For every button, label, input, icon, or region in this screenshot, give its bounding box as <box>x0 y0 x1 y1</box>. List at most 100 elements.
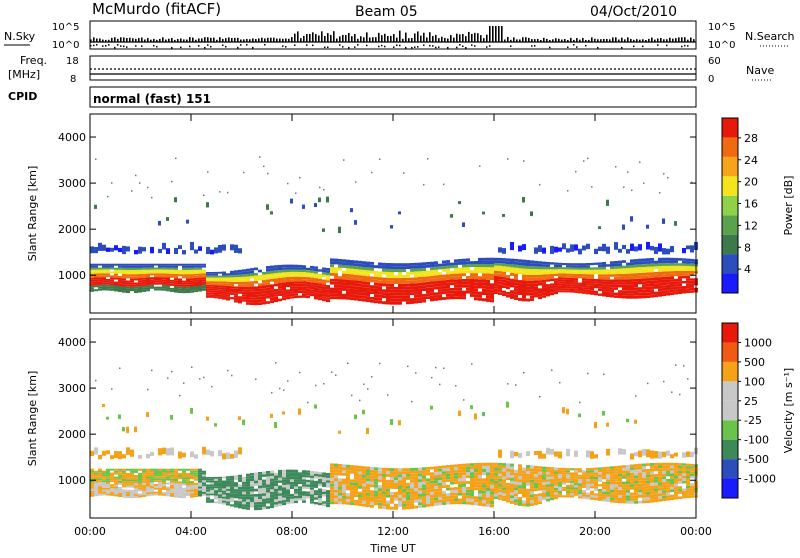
echo-cell <box>162 468 166 471</box>
echo-cell <box>102 286 106 289</box>
echo-cell <box>206 477 210 479</box>
echo-cell <box>682 270 686 274</box>
echo-cell <box>374 282 378 286</box>
echo-cell <box>234 482 238 485</box>
echo-cell <box>110 271 114 274</box>
echo-cell <box>534 465 538 469</box>
echo-cell <box>282 279 286 283</box>
echo-cell <box>166 217 169 221</box>
echo-cell <box>318 285 322 289</box>
echo-cell <box>330 261 334 265</box>
echo-cell <box>610 284 614 288</box>
echo-cell <box>370 261 374 265</box>
echo-cell <box>650 477 654 480</box>
echo-cell <box>538 269 542 272</box>
echo-cell <box>458 478 462 482</box>
echo-cell <box>622 245 626 250</box>
nsky-bar <box>531 39 533 42</box>
echo-cell <box>338 267 342 271</box>
echo-cell <box>650 474 654 478</box>
echo-cell <box>566 271 570 274</box>
echo-cell <box>326 492 330 495</box>
echo-cell <box>198 484 202 487</box>
echo-cell <box>566 288 570 291</box>
echo-cell <box>286 264 290 268</box>
echo-cell <box>134 470 138 473</box>
echo-cell <box>594 484 598 487</box>
echo-cell <box>510 296 514 299</box>
echo-cell <box>138 278 142 281</box>
echo-cell <box>130 270 134 273</box>
nsky-bar <box>129 37 131 42</box>
nsky-bar <box>90 39 92 42</box>
echo-cell <box>350 482 354 486</box>
echo-cell <box>290 472 294 475</box>
echo-cell <box>262 498 266 502</box>
nsky-bar <box>396 37 398 42</box>
echo-cell <box>622 481 626 485</box>
echo-cell <box>314 471 318 474</box>
echo-cell <box>214 476 218 479</box>
nsky-bar <box>111 37 113 42</box>
echo-cell <box>626 464 630 468</box>
echo-cell <box>438 277 442 281</box>
echo-cell <box>302 274 306 277</box>
echo-cell <box>542 295 546 298</box>
echo-cell <box>298 486 302 489</box>
echo-cell <box>362 497 366 501</box>
echo-cell <box>118 493 122 495</box>
echo-cell <box>194 478 198 481</box>
echo-cell <box>610 294 614 298</box>
echo-cell <box>182 267 186 270</box>
echo-cell <box>414 479 418 483</box>
echo-cell <box>286 282 290 285</box>
echo-cell <box>434 267 438 270</box>
echo-cell <box>666 260 670 264</box>
echo-cell <box>182 487 186 490</box>
echo-cell <box>534 247 538 254</box>
echo-cell <box>190 288 194 291</box>
echo-cell <box>138 272 142 275</box>
echo-cell <box>106 280 110 283</box>
echo-cell <box>546 491 550 495</box>
echo-cell <box>226 452 230 460</box>
echo-cell <box>382 265 386 269</box>
echo-cell <box>94 484 98 487</box>
echo-cell <box>254 499 258 503</box>
echo-cell <box>474 496 478 500</box>
nsearch-dot <box>312 44 314 47</box>
echo-cell <box>566 472 570 475</box>
cpid-value: normal (fast) 151 <box>93 92 211 106</box>
echo-cell <box>94 486 98 489</box>
echo-cell <box>186 485 190 488</box>
echo-cell <box>170 480 174 483</box>
echo-cell <box>394 269 398 273</box>
echo-cell <box>282 269 286 273</box>
nsky-bar <box>657 38 659 42</box>
echo-cell <box>146 412 149 418</box>
echo-cell <box>174 472 178 475</box>
echo-cell <box>274 475 278 479</box>
echo-cell <box>218 281 222 284</box>
echo-cell <box>190 495 194 498</box>
echo-cell <box>214 296 218 299</box>
speckle <box>131 190 133 192</box>
echo-cell <box>198 273 202 276</box>
speckle <box>403 172 405 174</box>
echo-cell <box>154 273 158 276</box>
nsky-bar <box>555 38 557 42</box>
colorbar-swatch <box>722 381 738 401</box>
echo-cell <box>214 482 218 485</box>
y-tick-label: 4000 <box>58 336 86 349</box>
echo-cell <box>194 484 198 487</box>
echo-cell <box>266 271 270 275</box>
echo-cell <box>586 470 590 473</box>
x-tick-label: 00:00 <box>680 525 712 538</box>
echo-cell <box>90 263 94 266</box>
echo-cell <box>366 504 370 508</box>
echo-cell <box>218 492 222 495</box>
echo-cell <box>266 274 270 277</box>
echo-cell <box>690 273 694 276</box>
